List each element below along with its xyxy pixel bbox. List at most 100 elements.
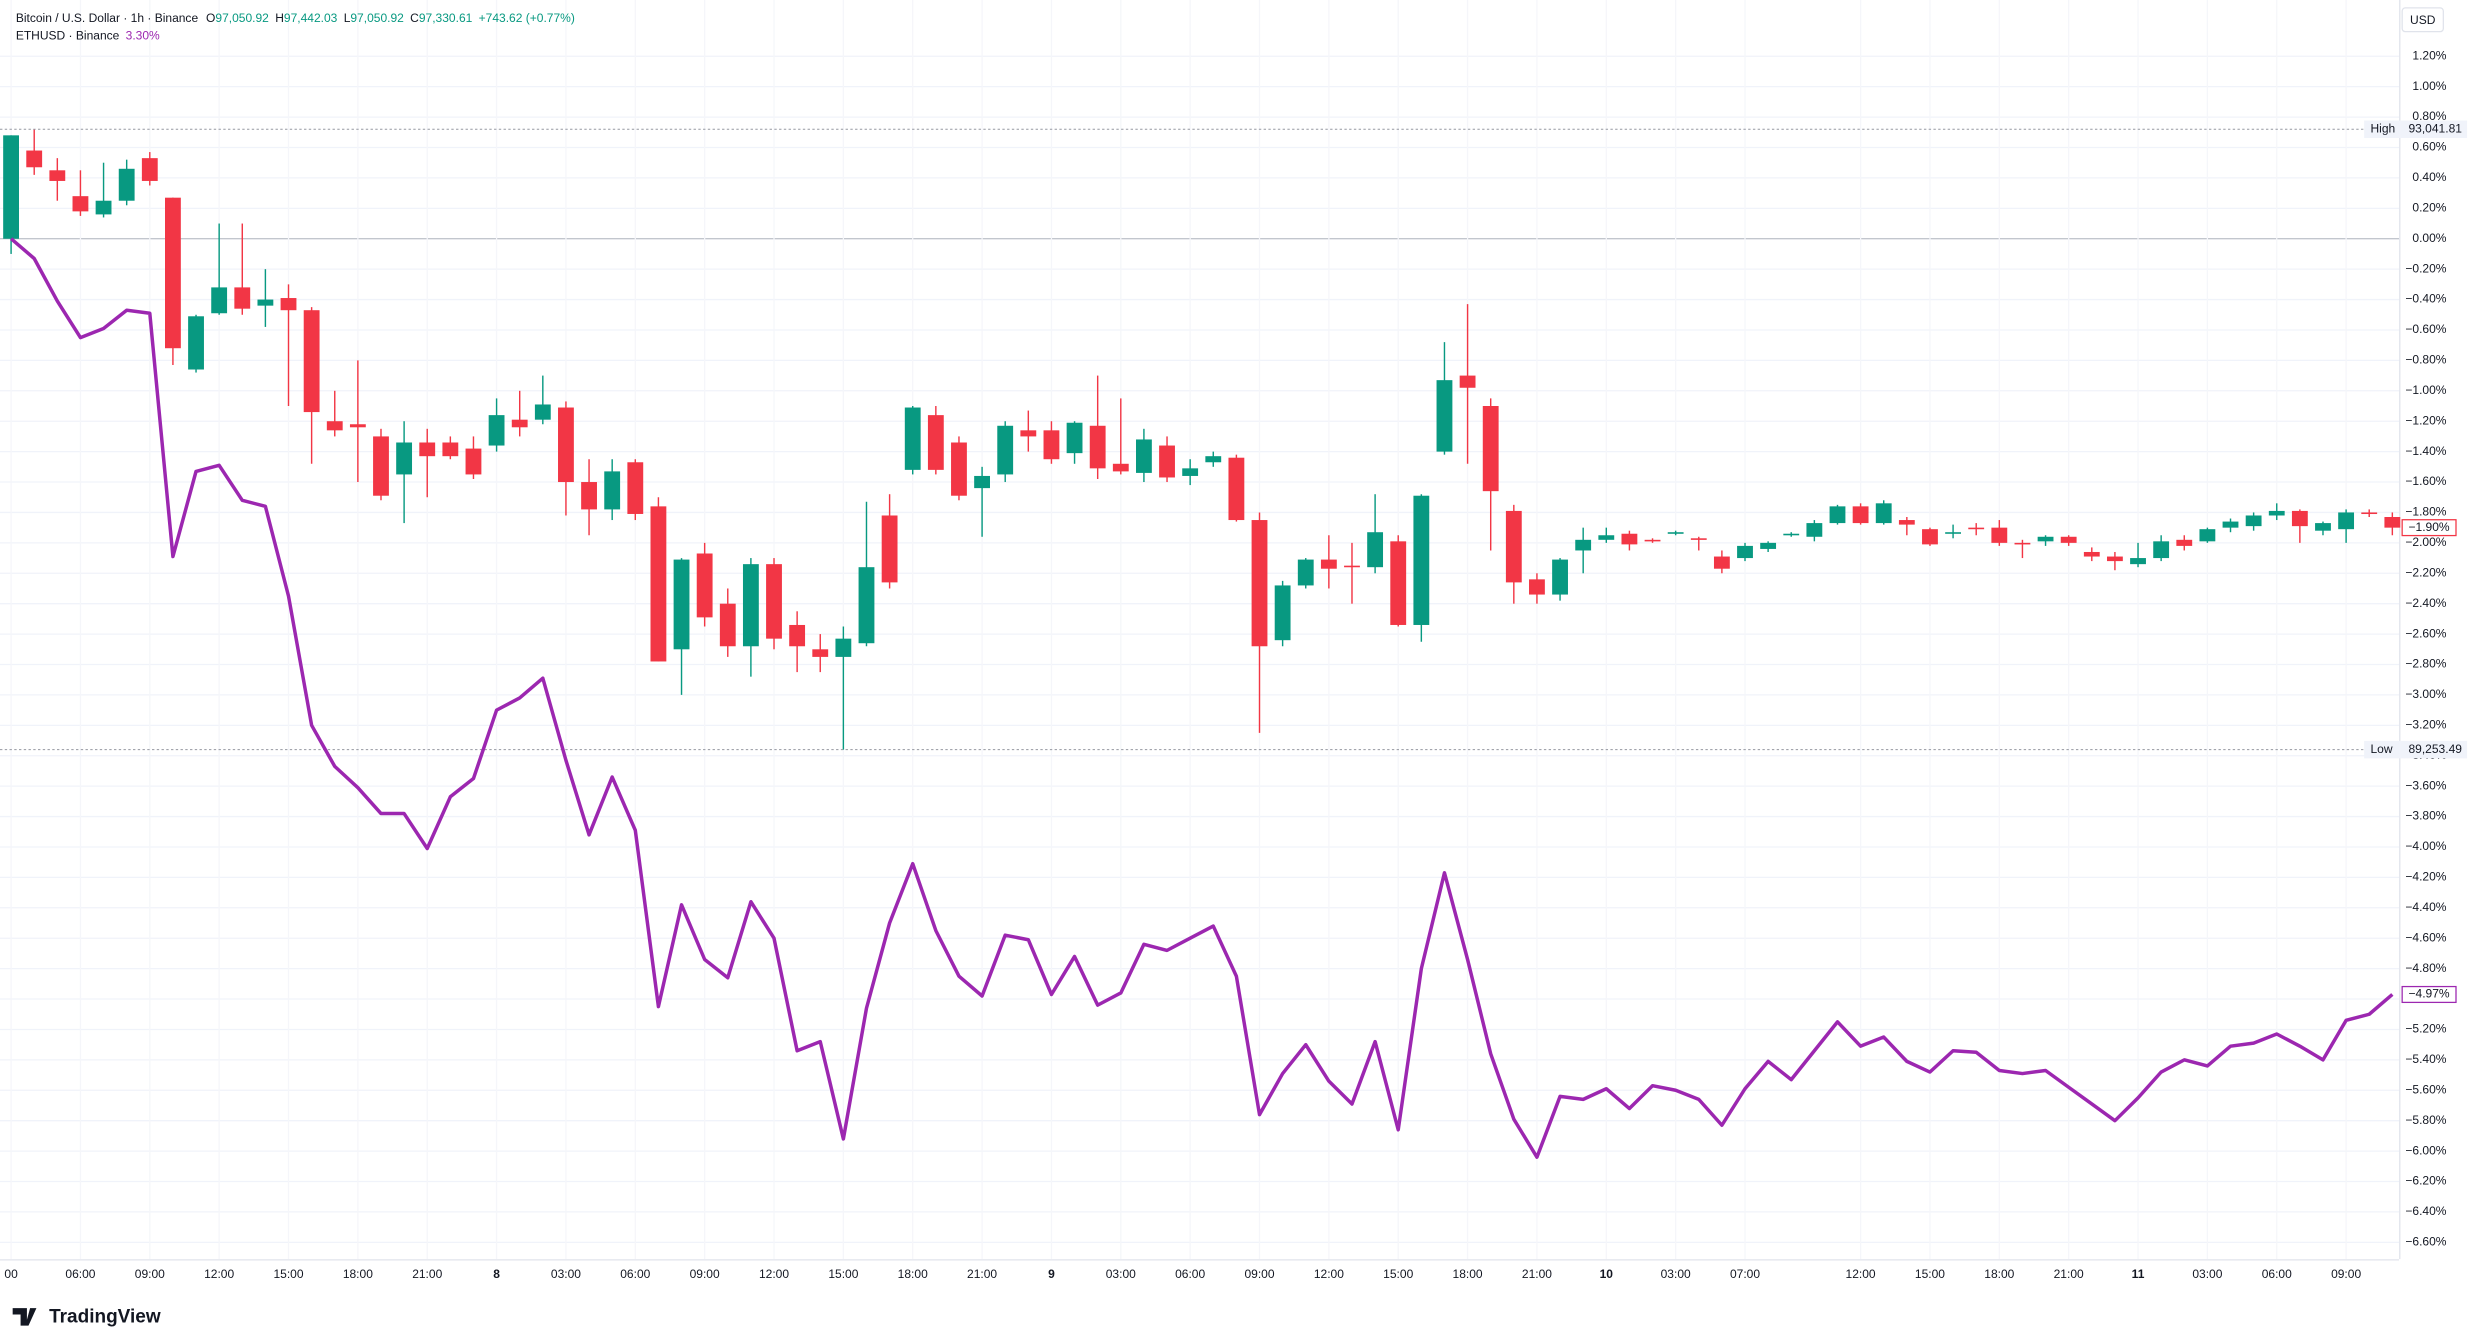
candle-body xyxy=(280,298,297,311)
y-tick-label: −6.00% xyxy=(2405,1143,2446,1157)
y-tick-label: −3.80% xyxy=(2405,809,2446,823)
legend-main: Bitcoin / U.S. Dollar · 1h · Binance O97,… xyxy=(16,11,575,25)
y-tick-label: −4.60% xyxy=(2405,930,2446,944)
y-tick-label: −4.20% xyxy=(2405,870,2446,884)
candle-body xyxy=(1344,565,1360,568)
currency-button[interactable] xyxy=(2401,7,2444,33)
x-tick-label: 06:00 xyxy=(1175,1267,1205,1281)
candle-body xyxy=(1875,503,1892,524)
last-value-box xyxy=(2401,985,2457,1004)
currency[interactable]: USD xyxy=(2410,13,2436,27)
high-label: High xyxy=(2370,121,2395,135)
candle-body xyxy=(835,638,852,657)
y-tick-label: −6.40% xyxy=(2405,1204,2446,1218)
x-tick-label: 18:00 xyxy=(1453,1267,1483,1281)
candle-body xyxy=(2153,541,2170,559)
candle-body xyxy=(326,421,343,431)
y-tick-label: −3.60% xyxy=(2405,778,2446,792)
x-tick-label: 11 xyxy=(2132,1267,2145,1281)
x-tick-label: 07:00 xyxy=(1730,1267,1760,1281)
y-tick-label: −3.00% xyxy=(2405,687,2446,701)
candle-body xyxy=(1945,532,1961,534)
y-tick-label: −1.00% xyxy=(2405,383,2446,397)
c-label: C xyxy=(410,11,419,25)
x-tick-label: 06:00 xyxy=(620,1267,650,1281)
candle-body xyxy=(2037,536,2054,542)
x-tick-label: 18:00 xyxy=(343,1267,373,1281)
candle-body xyxy=(1783,533,1800,536)
y-tick-label: −1.20% xyxy=(2405,413,2446,427)
candle-body xyxy=(1806,523,1823,537)
y-tick-label: 0.60% xyxy=(2412,140,2446,154)
candle-body xyxy=(1320,559,1337,569)
last-price-label: −1.90% xyxy=(2409,520,2450,534)
x-tick-label: 12:00 xyxy=(1846,1267,1876,1281)
candle-body xyxy=(673,559,690,650)
candle-body xyxy=(558,407,574,483)
candle-body xyxy=(2384,517,2401,528)
candle-body xyxy=(1737,545,1753,559)
x-tick-label: 09:00 xyxy=(690,1267,720,1281)
y-tick-label: −2.80% xyxy=(2405,657,2446,671)
candle-body xyxy=(997,425,1014,475)
candle-body xyxy=(2014,542,2031,545)
candle-body xyxy=(419,442,436,457)
x-tick-label: 03:00 xyxy=(1106,1267,1136,1281)
candle-body xyxy=(488,415,505,446)
x-tick-label: 12:00 xyxy=(759,1267,789,1281)
high-price: 93,041.81 xyxy=(2408,121,2462,135)
candle-body xyxy=(118,168,135,201)
candle-body xyxy=(1413,495,1430,625)
legend-compare: ETHUSD · Binance 3.30% xyxy=(16,29,160,43)
candle-body xyxy=(349,424,366,428)
candle-body xyxy=(2361,512,2378,515)
candle-body xyxy=(211,287,228,314)
candle-body xyxy=(3,135,20,239)
candle-body xyxy=(1043,430,1060,460)
compare-symbol: ETHUSD · Binance xyxy=(16,29,120,43)
candle-body xyxy=(442,442,459,457)
candle-body xyxy=(927,415,944,470)
open: 97,050.92 xyxy=(215,11,269,25)
low: 97,050.92 xyxy=(350,11,404,25)
y-tick-label: 0.20% xyxy=(2412,200,2446,214)
y-tick-label: −1.60% xyxy=(2405,474,2446,488)
y-tick-label: 1.00% xyxy=(2412,79,2446,93)
y-tick-label: −4.80% xyxy=(2405,961,2446,975)
candle-body xyxy=(1182,468,1199,476)
x-tick-label: 03:00 xyxy=(551,1267,581,1281)
candle-body xyxy=(2338,512,2355,530)
candle-body xyxy=(373,436,389,496)
candle-body xyxy=(1274,585,1291,641)
o-label: O xyxy=(206,11,215,25)
candle-body xyxy=(1667,532,1684,534)
x-tick-label: 15:00 xyxy=(273,1267,303,1281)
candle-body xyxy=(1390,541,1407,625)
candle-body xyxy=(1066,422,1083,454)
y-tick-label: −0.20% xyxy=(2405,261,2446,275)
candle-body xyxy=(1251,520,1268,647)
candle-body xyxy=(1968,527,1985,530)
y-tick-label: −5.20% xyxy=(2405,1022,2446,1036)
candle-body xyxy=(904,407,921,470)
candle-body xyxy=(1205,456,1222,463)
x-tick-label: 00 xyxy=(4,1267,18,1281)
h-label: H xyxy=(275,11,284,25)
candle-body xyxy=(1922,529,1938,545)
x-tick-label: 9 xyxy=(1048,1267,1055,1281)
candle-body xyxy=(951,442,967,496)
low-box xyxy=(2364,740,2468,759)
y-tick-label: −2.20% xyxy=(2405,565,2446,579)
x-tick-label: 10 xyxy=(1600,1267,1614,1281)
x-tick-label: 18:00 xyxy=(898,1267,928,1281)
low-price: 89,253.49 xyxy=(2408,742,2462,756)
y-tick-label: −3.20% xyxy=(2405,718,2446,732)
candle-body xyxy=(1621,533,1638,545)
candle-body xyxy=(2199,529,2216,542)
symbol: Bitcoin / U.S. Dollar · 1h · Binance xyxy=(16,11,199,25)
y-tick-label: −2.60% xyxy=(2405,626,2446,640)
candle-body xyxy=(1367,532,1384,568)
x-tick-label: 15:00 xyxy=(1383,1267,1413,1281)
